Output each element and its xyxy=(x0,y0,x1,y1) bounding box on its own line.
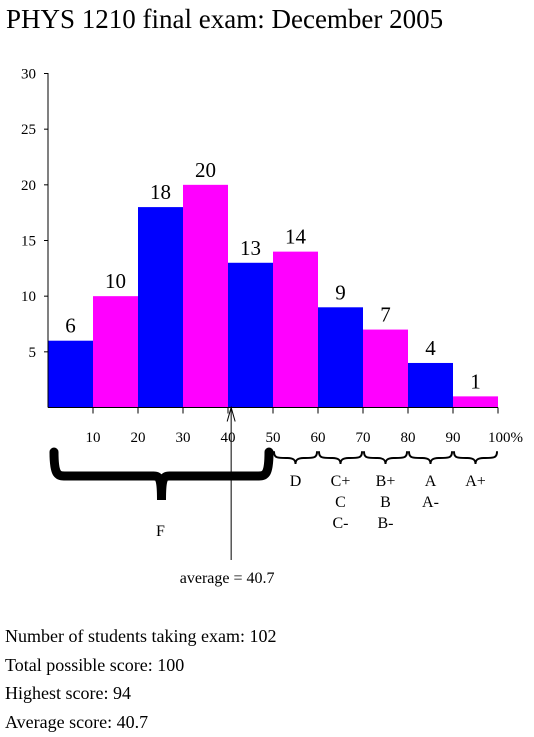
bar-9 xyxy=(453,396,498,408)
grade-label-2-2: C- xyxy=(333,515,349,532)
y-tick-label-0: 5 xyxy=(29,345,37,361)
grade-brace-2 xyxy=(318,451,363,465)
grade-brace-4 xyxy=(408,451,453,465)
x-tick-label-6: 70 xyxy=(356,430,371,446)
bar-7 xyxy=(363,329,408,408)
grade-label-3-0: B+ xyxy=(376,473,396,490)
bar-5 xyxy=(273,251,318,408)
bar-value-label-2: 18 xyxy=(150,180,171,204)
stat-students: Number of students taking exam: 102 xyxy=(5,626,277,646)
grade-label-4-0: A xyxy=(425,473,437,490)
x-tick-label-9: 100% xyxy=(488,430,523,446)
exam-stats: Number of students taking exam: 102 Tota… xyxy=(5,622,276,736)
grade-label-0-0: F xyxy=(156,523,165,540)
x-tick-label-8: 90 xyxy=(446,430,461,446)
x-tick-label-5: 60 xyxy=(311,430,326,446)
y-tick-label-4: 25 xyxy=(21,122,36,138)
bar-2 xyxy=(138,207,183,408)
y-tick-label-3: 20 xyxy=(21,178,36,194)
bar-value-label-6: 9 xyxy=(335,280,346,304)
bar-value-label-8: 4 xyxy=(425,336,436,360)
x-tick-label-0: 10 xyxy=(86,430,101,446)
grade-brace-5 xyxy=(453,451,498,465)
histogram-chart: 6 10 18 20 13 14 9 7 4 1 5 10 15 20 25 30 10 20 30 40 50 60… xyxy=(21,67,523,588)
chart-title: PHYS 1210 final exam: December 2005 xyxy=(6,4,444,34)
grade-label-2-1: C xyxy=(335,494,346,511)
grade-brace-1 xyxy=(273,451,318,465)
bar-8 xyxy=(408,362,453,408)
bar-6 xyxy=(318,307,363,408)
bar-3 xyxy=(183,184,228,408)
y-tick-label-2: 15 xyxy=(21,234,36,250)
y-tick-label-1: 10 xyxy=(21,289,36,305)
grade-label-4-1: A- xyxy=(422,494,439,511)
grade-label-1-0: D xyxy=(290,473,302,490)
x-tick-label-2: 30 xyxy=(176,430,191,446)
bar-1 xyxy=(93,296,138,408)
bar-0 xyxy=(48,340,93,408)
grade-label-3-1: B xyxy=(380,494,391,511)
bar-value-label-1: 10 xyxy=(105,269,126,293)
average-marker-group: average = 40.7 xyxy=(180,405,275,587)
stat-highest-score: Highest score: 94 xyxy=(5,683,131,703)
bar-value-label-0: 6 xyxy=(65,314,76,338)
bar-4 xyxy=(228,262,273,408)
x-tick-label-1: 20 xyxy=(131,430,146,446)
bar-value-label-5: 14 xyxy=(285,225,307,249)
x-ticks-group: 10 20 30 40 50 60 70 80 90 100% xyxy=(86,407,523,446)
bar-value-label-9: 1 xyxy=(470,369,481,393)
grade-brace-0 xyxy=(49,447,274,501)
bar-value-label-3: 20 xyxy=(195,158,216,182)
x-tick-label-7: 80 xyxy=(401,430,416,446)
stat-total-score: Total possible score: 100 xyxy=(5,654,185,675)
bar-value-label-4: 13 xyxy=(240,236,261,260)
x-tick-label-4: 50 xyxy=(266,430,281,446)
grade-label-5-0: A+ xyxy=(465,473,486,490)
value-labels-group: 6 10 18 20 13 14 9 7 4 1 xyxy=(65,158,481,394)
x-tick-label-3: 40 xyxy=(221,430,236,446)
y-ticks-group: 5 10 15 20 25 30 xyxy=(21,67,48,361)
grade-label-2-0: C+ xyxy=(331,473,351,490)
grade-brace-3 xyxy=(363,451,408,465)
y-tick-label-5: 30 xyxy=(21,67,36,83)
bars-group xyxy=(48,184,498,408)
average-label: average = 40.7 xyxy=(180,570,275,587)
stat-average-score: Average score: 40.7 xyxy=(5,711,149,732)
grade-label-3-2: B- xyxy=(378,515,394,532)
average-arrow xyxy=(226,405,236,422)
grade-brackets-group: F D C+ C C- B+ B B- A A- A+ xyxy=(49,447,498,540)
bar-value-label-7: 7 xyxy=(380,303,391,327)
